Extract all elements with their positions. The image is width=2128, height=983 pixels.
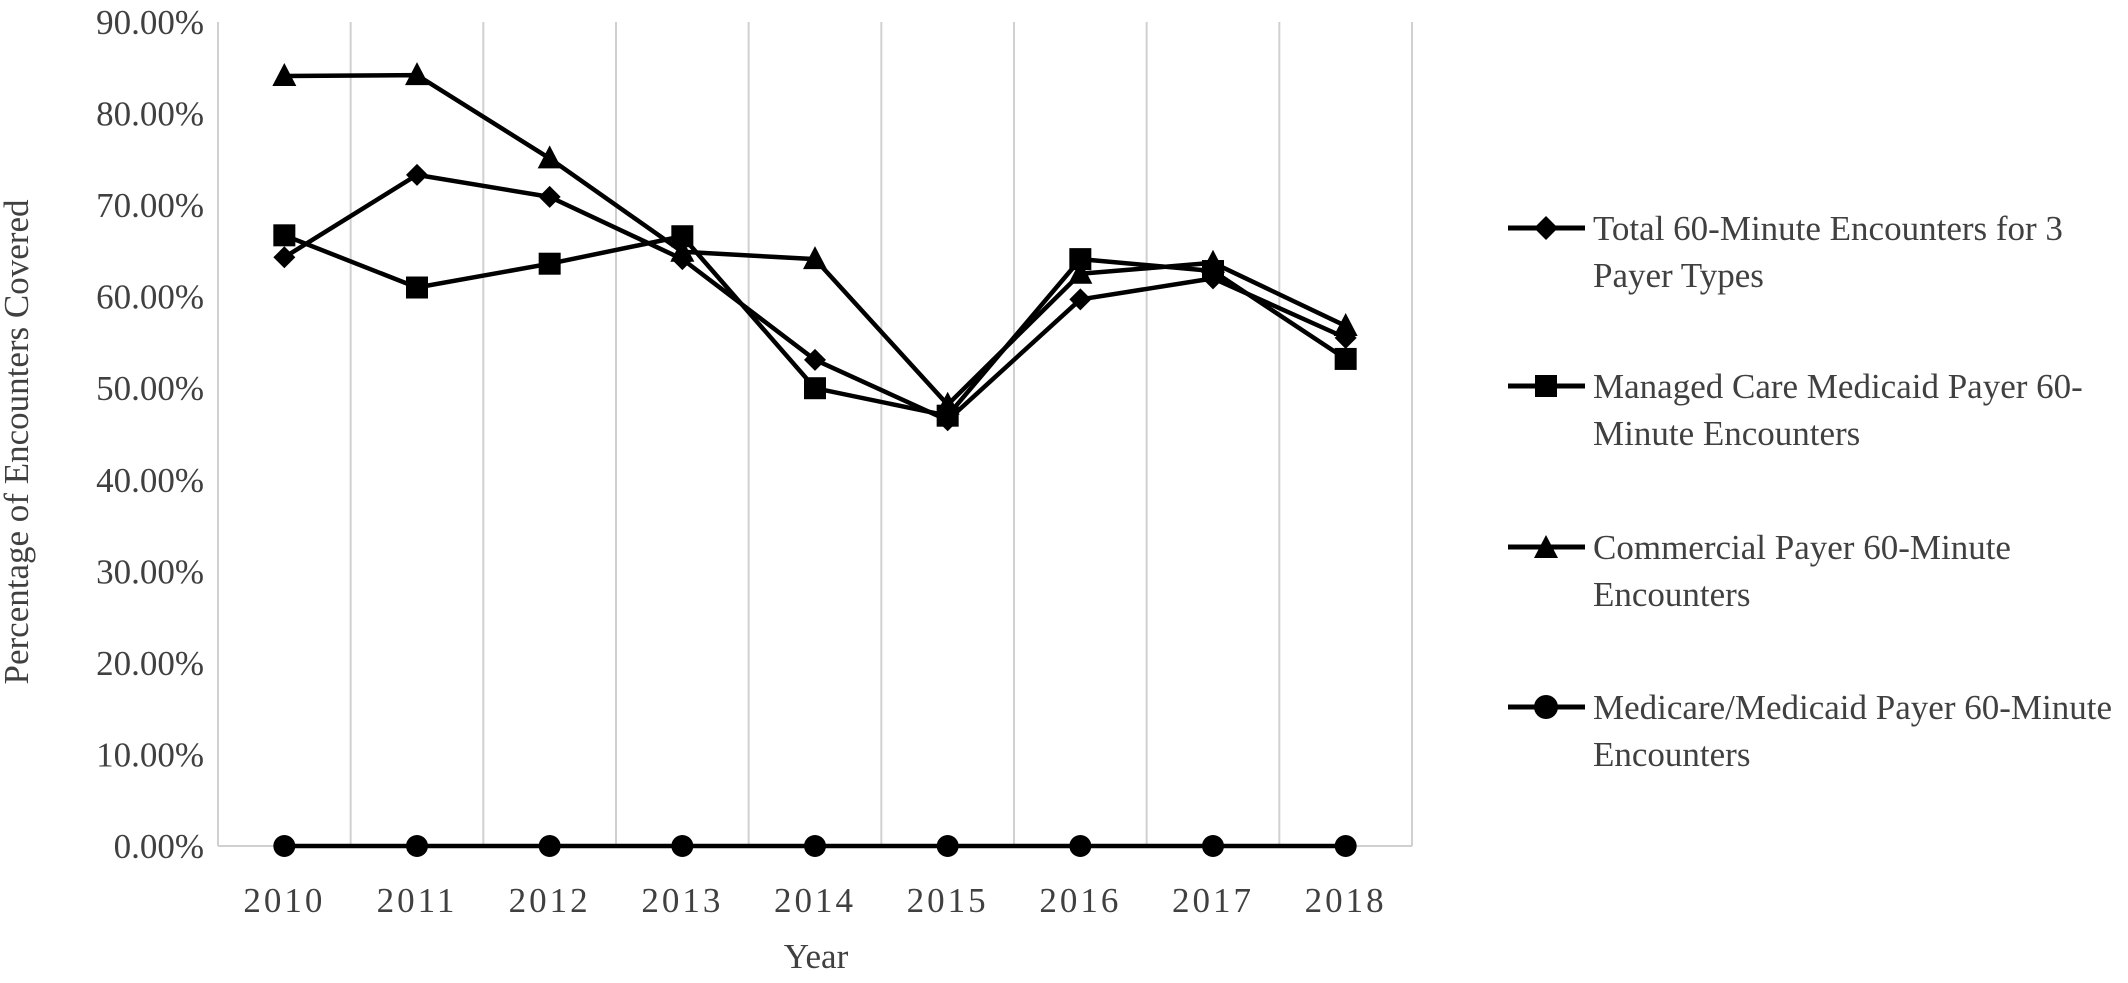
- data-point-diamond: [804, 348, 826, 371]
- data-point-square: [538, 252, 561, 275]
- data-point-square: [1069, 248, 1092, 271]
- data-point-triangle: [803, 246, 827, 270]
- y-tick-label: 70.00%: [96, 186, 204, 225]
- legend-label-total: Total 60-Minute Encounters for 3 Payer T…: [1593, 209, 2063, 295]
- legend-label-commercial: Commercial Payer 60-Minute Encounters: [1593, 528, 2011, 614]
- circle-marker-icon: [1508, 695, 1585, 719]
- legend: Total 60-Minute Encounters for 3 Payer T…: [1500, 0, 2128, 983]
- data-point-triangle: [1201, 249, 1225, 273]
- data-point-circle: [1069, 835, 1092, 857]
- x-tick-label: 2015: [907, 881, 989, 920]
- y-tick-label: 30.00%: [96, 552, 204, 591]
- y-tick-label: 40.00%: [96, 461, 204, 500]
- y-axis-label: Percentage of Encounters Covered: [0, 199, 36, 684]
- x-tick-label: 2014: [774, 881, 856, 920]
- data-point-square: [1334, 347, 1357, 370]
- data-point-triangle: [405, 62, 429, 86]
- x-axis-label: Year: [784, 937, 849, 976]
- data-point-circle: [671, 835, 694, 857]
- y-axis-ticks: 0.00% 10.00% 20.00% 30.00% 40.00% 50.00% 60.00…: [96, 3, 204, 866]
- x-tick-label: 2010: [243, 881, 325, 920]
- y-tick-label: 0.00%: [114, 827, 204, 866]
- data-point-triangle: [272, 63, 297, 87]
- data-point-triangle: [537, 145, 562, 169]
- grid-lines: [217, 22, 1413, 846]
- legend-item-total: Total 60-Minute Encounters for 3 Payer T…: [1500, 205, 2128, 315]
- data-point-triangle: [670, 238, 695, 262]
- data-point-diamond: [538, 185, 561, 208]
- y-tick-label: 20.00%: [96, 644, 204, 683]
- x-tick-label: 2011: [377, 881, 458, 920]
- data-point-square: [273, 224, 296, 247]
- y-tick-label: 10.00%: [96, 735, 204, 774]
- legend-item-medicare-medicaid: Medicare/Medicaid Payer 60-Minute Encoun…: [1500, 684, 2128, 794]
- series-group: [272, 62, 1358, 857]
- legend-item-managed-care: Managed Care Medicaid Payer 60-Minute En…: [1500, 363, 2128, 473]
- x-axis-ticks: 2010 2011 2012 2013 2014 2015 2016 2017 2018: [243, 881, 1387, 920]
- legend-item-commercial: Commercial Payer 60-Minute Encounters: [1500, 524, 2128, 634]
- data-point-square: [804, 377, 826, 400]
- data-point-square: [406, 276, 428, 299]
- data-point-diamond: [1069, 288, 1092, 311]
- data-point-circle: [406, 835, 428, 857]
- data-point-circle: [804, 835, 826, 857]
- x-tick-label: 2013: [641, 881, 723, 920]
- series-circle: [273, 835, 1357, 857]
- data-point-circle: [1202, 835, 1224, 857]
- data-point-diamond: [406, 163, 428, 186]
- y-tick-label: 50.00%: [96, 369, 204, 408]
- data-point-triangle: [935, 391, 960, 415]
- data-point-circle: [1334, 835, 1357, 857]
- series-triangle: [272, 62, 1358, 415]
- legend-label-managed-care: Managed Care Medicaid Payer 60-Minute En…: [1593, 367, 2083, 453]
- y-tick-label: 90.00%: [96, 3, 204, 42]
- data-point-circle: [273, 835, 296, 857]
- data-point-diamond: [273, 246, 296, 269]
- data-point-triangle: [1333, 312, 1358, 336]
- y-tick-label: 60.00%: [96, 278, 204, 317]
- x-tick-label: 2012: [509, 881, 591, 920]
- x-tick-label: 2016: [1039, 881, 1121, 920]
- data-point-triangle: [1068, 260, 1093, 284]
- y-tick-label: 80.00%: [96, 95, 204, 134]
- data-point-circle: [538, 835, 561, 857]
- square-marker-icon: [1508, 375, 1585, 397]
- x-tick-label: 2017: [1172, 881, 1254, 920]
- x-tick-label: 2018: [1305, 881, 1387, 920]
- data-point-circle: [936, 835, 959, 857]
- data-point-square: [671, 225, 694, 248]
- diamond-marker-icon: [1508, 216, 1585, 240]
- triangle-marker-icon: [1508, 535, 1585, 558]
- legend-label-medicare-medicaid: Medicare/Medicaid Payer 60-Minute Encoun…: [1593, 688, 2112, 774]
